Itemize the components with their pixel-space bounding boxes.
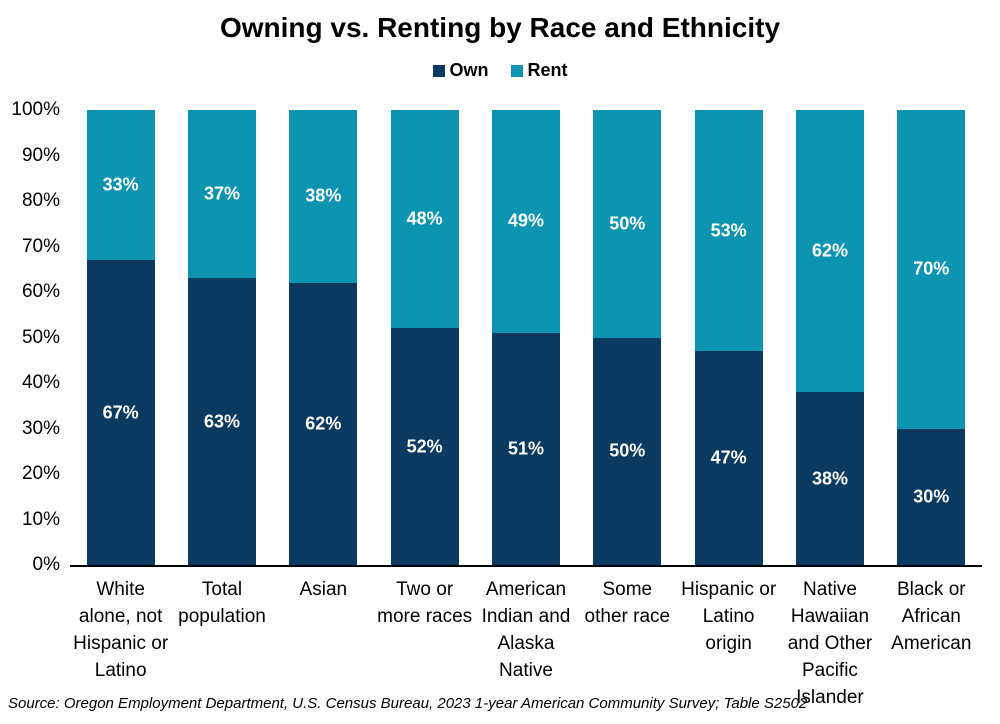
bar-segment-own: 63% xyxy=(187,278,256,565)
y-tick-label: 0% xyxy=(32,554,60,575)
bar-value-label: 47% xyxy=(710,447,747,468)
bar-value-label: 63% xyxy=(203,411,240,432)
source-note: Source: Oregon Employment Department, U.… xyxy=(8,695,808,712)
bar-value-label: 37% xyxy=(203,183,240,204)
bar-value-label: 62% xyxy=(305,413,342,434)
bar-segment-rent: 37% xyxy=(187,110,256,279)
y-tick-label: 80% xyxy=(21,190,60,211)
bar-segment-rent: 62% xyxy=(795,110,864,393)
bar-value-label: 48% xyxy=(406,208,443,229)
bars: 67% 33% 63% 37% 62% 38% 52% 48% 51% 49% 50% 50% 47% 5… xyxy=(70,110,982,565)
y-tick-label: 60% xyxy=(21,281,60,302)
y-tick-label: 100% xyxy=(11,99,60,120)
x-tick-label: Some other race xyxy=(584,579,671,627)
bar-value-label: 33% xyxy=(102,174,139,195)
bar-column: 50% 50% xyxy=(577,110,678,565)
legend-item-rent: Rent xyxy=(510,60,568,81)
bar-segment-own: 30% xyxy=(897,428,966,565)
legend: Own Rent xyxy=(0,60,1000,81)
x-tick-label: Black or African American xyxy=(891,579,972,654)
bar-value-label: 50% xyxy=(609,213,646,234)
x-tick-label: Asian xyxy=(299,579,348,600)
y-tick-label: 30% xyxy=(21,417,60,439)
bar-value-label: 53% xyxy=(710,220,747,241)
x-axis: White alone, not Hispanic or Latino Total… xyxy=(70,576,982,711)
bar-segment-own: 50% xyxy=(593,337,662,565)
bar-segment-rent: 38% xyxy=(289,110,358,283)
bar-segment-own: 67% xyxy=(86,260,155,565)
legend-swatch-icon xyxy=(510,64,523,77)
bar-column: 67% 33% xyxy=(70,110,171,565)
bar-value-label: 38% xyxy=(305,185,342,206)
bar-segment-rent: 70% xyxy=(897,110,966,429)
bar-column: 47% 53% xyxy=(678,110,779,565)
bar-segment-own: 38% xyxy=(795,392,864,565)
x-tick-label: American Indian and Alaska Native xyxy=(481,579,571,681)
bar-value-label: 38% xyxy=(811,468,848,489)
bar-segment-own: 62% xyxy=(289,282,358,565)
bar-value-label: 50% xyxy=(609,440,646,461)
stacked-bar: 67% 33% xyxy=(86,110,155,565)
stacked-bar: 51% 49% xyxy=(491,110,560,565)
stacked-bar: 63% 37% xyxy=(187,110,256,565)
bar-value-label: 52% xyxy=(406,436,443,457)
bar-segment-rent: 48% xyxy=(390,110,459,329)
y-tick-label: 40% xyxy=(21,372,60,393)
bar-value-label: 70% xyxy=(913,258,950,279)
bar-column: 38% 62% xyxy=(779,110,880,565)
y-tick-label: 50% xyxy=(21,326,60,348)
x-tick-label: Native Hawaiian and Other Pacific Island… xyxy=(787,579,873,708)
x-tick-label: Total population xyxy=(178,579,266,627)
bar-segment-rent: 50% xyxy=(593,110,662,338)
stacked-bar: 30% 70% xyxy=(897,110,966,565)
x-tick-label: Hispanic or Latino origin xyxy=(681,579,777,654)
bar-segment-rent: 33% xyxy=(86,110,155,261)
bar-segment-own: 52% xyxy=(390,328,459,565)
bar-segment-own: 47% xyxy=(694,351,763,565)
x-tick-label: White alone, not Hispanic or Latino xyxy=(73,579,169,681)
bar-column: 62% 38% xyxy=(273,110,374,565)
bar-column: 51% 49% xyxy=(475,110,576,565)
y-tick-label: 70% xyxy=(21,235,60,257)
bar-segment-rent: 49% xyxy=(491,110,560,333)
y-tick-label: 20% xyxy=(21,463,60,484)
bar-column: 30% 70% xyxy=(881,110,982,565)
bar-column: 52% 48% xyxy=(374,110,475,565)
stacked-bar: 62% 38% xyxy=(289,110,358,565)
bar-value-label: 62% xyxy=(811,240,848,261)
bar-value-label: 30% xyxy=(913,486,950,507)
legend-swatch-icon xyxy=(432,64,445,77)
stacked-bar: 38% 62% xyxy=(795,110,864,565)
plot-area: 0% 10% 20% 30% 40% 50% 60% 70% 80% 90% 100% 67% 33%… xyxy=(11,99,982,575)
bar-value-label: 49% xyxy=(507,210,544,231)
stacked-bar: 50% 50% xyxy=(593,110,662,565)
stacked-bar: 47% 53% xyxy=(694,110,763,565)
chart-title: Owning vs. Renting by Race and Ethnicity xyxy=(219,12,781,43)
bar-segment-rent: 53% xyxy=(694,110,763,352)
bar-value-label: 67% xyxy=(102,402,139,423)
y-tick-label: 90% xyxy=(21,144,60,166)
legend-label: Own xyxy=(449,60,489,80)
bar-column: 63% 37% xyxy=(171,110,272,565)
stacked-bar: 52% 48% xyxy=(390,110,459,565)
bar-value-label: 51% xyxy=(507,438,544,459)
y-tick-label: 10% xyxy=(21,508,60,530)
legend-item-own: Own xyxy=(432,60,489,81)
legend-label: Rent xyxy=(527,60,568,80)
bar-segment-own: 51% xyxy=(491,332,560,565)
x-tick-label: Two or more races xyxy=(377,579,473,627)
